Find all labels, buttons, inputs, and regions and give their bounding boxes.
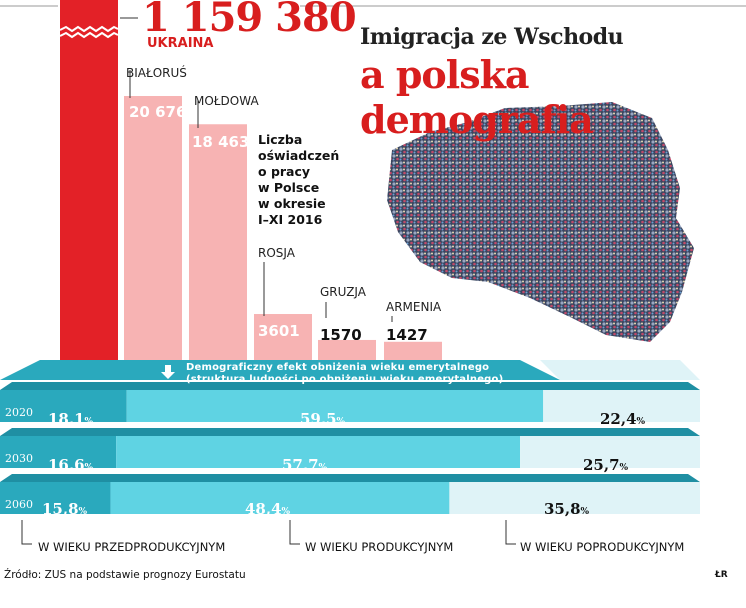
bar-ukraina [60,0,118,360]
segment-2020-2 [126,390,544,422]
legend-produkcyjny: W WIEKU PRODUKCYJNYM [305,540,454,554]
axis-break-mark [59,25,119,33]
row-bevel-2060 [0,474,700,482]
subtitle-line: oświadczeń [258,148,340,163]
bar-value-rosja: 3601 [258,322,300,340]
stacked-chart-title: Demograficzny efekt obniżenia wieku emer… [186,362,503,386]
source-note: Źródło: ZUS na podstawie prognozy Eurost… [4,569,246,581]
legend-leader [505,520,516,545]
segment-2030-1 [0,436,117,468]
subtitle-line: w Polsce [258,180,320,195]
value-2020-poprodukcyjny: 22,4% [600,410,646,428]
bar-label-ukraina: UKRAINA [147,36,214,51]
bar-label-gruzja: GRUZJA [320,285,366,299]
bar-value-moldowa: 18 463 [192,133,250,151]
bar-gruzja [318,339,376,360]
title-line-2: a polska demografia [360,52,594,142]
stacked-chart-subtitle-text: (struktura ludności po obniżeniu wieku e… [186,374,504,385]
value-2020-produkcyjny: 59,5% [300,410,346,428]
bar-chart-subtitle: Liczba oświadczeń o pracy w Polsce w okr… [258,132,368,228]
segment-2020-3 [543,390,700,422]
arrow-down-icon [160,364,176,380]
stacked-chart-title-text: Demograficzny efekt obniżenia wieku emer… [186,362,490,373]
bar-label-moldowa: MOŁDOWA [194,94,259,108]
section-header-band [540,360,700,380]
segment-2060-1 [0,482,111,514]
subtitle-line: w okresie [258,196,326,211]
bar-label-armenia: ARMENIA [386,300,442,314]
segment-2060-2 [110,482,450,514]
value-2020-przedprodukcyjny: 18,1% [48,410,94,428]
author-credit: ŁR [715,570,728,580]
stacked-bars-group [0,360,700,545]
segment-2030-2 [116,436,521,468]
legend-leader [289,520,300,545]
title-line-1: Imigracja ze Wschodu [360,24,624,50]
axis-break-mark [59,31,119,39]
value-2030-przedprodukcyjny: 16,6% [48,456,94,474]
legend-poprodukcyjny: W WIEKU POPRODUKCYJNYM [520,540,685,554]
subtitle-line: Liczba [258,132,303,147]
row-year-2020: 2020 [5,406,33,419]
value-2060-poprodukcyjny: 35,8% [544,500,590,518]
segment-2020-1 [0,390,127,422]
legend-przedprodukcyjny: W WIEKU PRZEDPRODUKCYJNYM [38,540,226,554]
value-2060-przedprodukcyjny: 15,8% [42,500,88,518]
segment-2030-3 [520,436,700,468]
row-year-2030: 2030 [5,452,33,465]
bar-value-armenia: 1427 [386,326,428,344]
bar-label-bialorus: BIAŁORUŚ [126,66,187,80]
value-2030-poprodukcyjny: 25,7% [583,456,629,474]
bar-armenia [384,341,442,360]
bar-value-ukraina: 1 159 380 [142,0,357,41]
value-2060-produkcyjny: 48,4% [245,500,291,518]
legend-leader [21,520,32,545]
section-header-band [0,360,560,380]
bar-series-group [59,0,442,360]
bar-value-bialorus: 20 676 [129,103,187,121]
value-2030-produkcyjny: 57,7% [282,456,328,474]
poland-crowd-map [387,102,694,342]
bar-label-rosja: ROSJA [258,246,295,260]
bar-value-gruzja: 1570 [320,326,362,344]
subtitle-line: I–XI 2016 [258,212,323,227]
segment-2060-3 [449,482,700,514]
row-year-2060: 2060 [5,498,33,511]
bar-mołdowa [189,124,247,360]
row-bevel-2030 [0,428,700,436]
subtitle-line: o pracy [258,164,311,179]
row-bevel-2020 [0,382,700,390]
bar-białoruś [124,96,182,360]
bar-rosja [254,314,312,360]
